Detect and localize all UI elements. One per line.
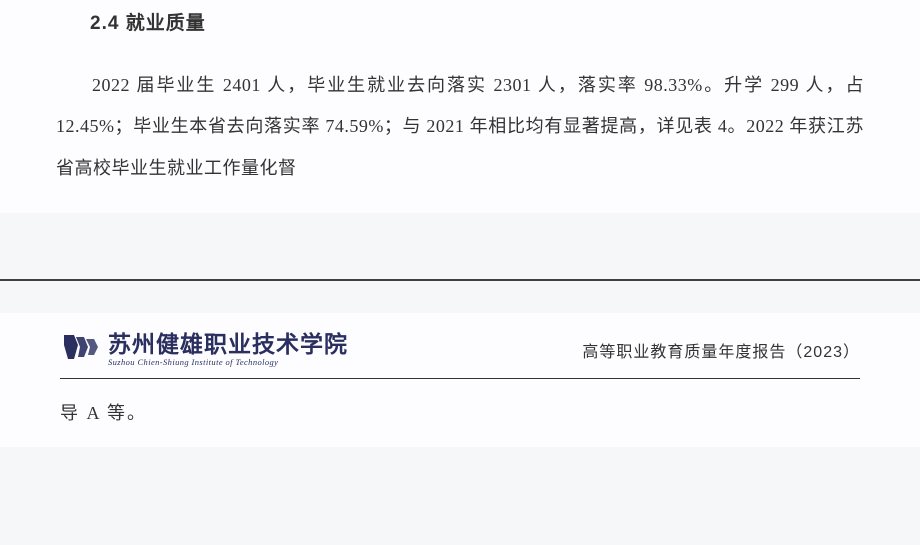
school-name-en: Suzhou Chien-Shiung Institute of Technol… [108, 357, 348, 367]
section-paragraph: 2022 届毕业生 2401 人，毕业生就业去向落实 2301 人，落实率 98… [56, 65, 864, 189]
school-name-cn: 苏州健雄职业技术学院 [108, 333, 348, 357]
school-logo-block: 苏州健雄职业技术学院 Suzhou Chien-Shiung Institute… [60, 331, 348, 368]
page-gap [0, 213, 920, 313]
school-logo-icon [60, 331, 100, 368]
gap-spacer [0, 213, 920, 279]
continuation-text: 导 A 等。 [60, 393, 860, 434]
section-heading: 2.4 就业质量 [56, 8, 864, 35]
section-number: 2.4 [90, 13, 119, 34]
page-lower: 苏州健雄职业技术学院 Suzhou Chien-Shiung Institute… [0, 313, 920, 446]
page-divider [0, 279, 920, 281]
page-header: 苏州健雄职业技术学院 Suzhou Chien-Shiung Institute… [60, 331, 860, 379]
section-title: 就业质量 [126, 13, 206, 34]
page-upper: 2.4 就业质量 2022 届毕业生 2401 人，毕业生就业去向落实 2301… [0, 0, 920, 213]
school-name: 苏州健雄职业技术学院 Suzhou Chien-Shiung Institute… [108, 333, 348, 367]
report-title: 高等职业教育质量年度报告（2023） [582, 338, 860, 362]
